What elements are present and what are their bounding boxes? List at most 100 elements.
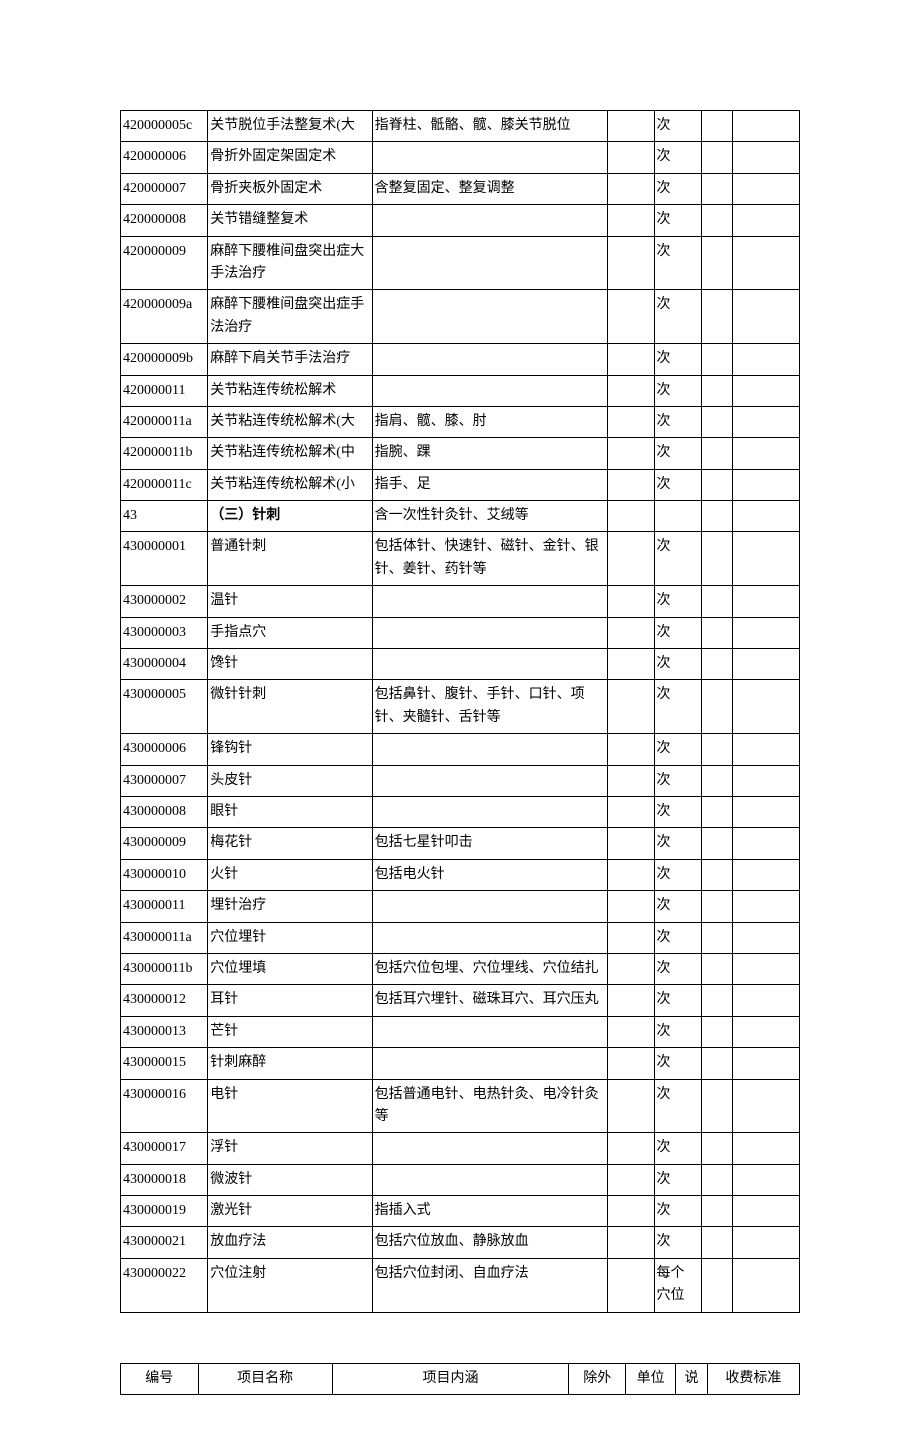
- cell-fee: [732, 111, 799, 142]
- table-row: 420000011c关节粘连传统松解术(小指手、足次: [121, 469, 800, 500]
- cell-note: [701, 859, 732, 890]
- cell-unit: 每个穴位: [654, 1258, 701, 1312]
- cell-name: 麻醉下腰椎间盘突出症大手法治疗: [208, 236, 372, 290]
- cell-content: [372, 734, 607, 765]
- table-row: 430000002温针次: [121, 586, 800, 617]
- cell-name: 耳针: [208, 985, 372, 1016]
- cell-code: 430000008: [121, 796, 208, 827]
- cell-code: 430000007: [121, 765, 208, 796]
- cell-code: 430000010: [121, 859, 208, 890]
- cell-extra: [607, 891, 654, 922]
- cell-note: [701, 1196, 732, 1227]
- cell-content: 指插入式: [372, 1196, 607, 1227]
- footer-col-name: 项目名称: [198, 1363, 332, 1394]
- cell-unit: 次: [654, 796, 701, 827]
- cell-unit: 次: [654, 649, 701, 680]
- cell-code: 420000009b: [121, 344, 208, 375]
- footer-col-fee: 收费标准: [707, 1363, 799, 1394]
- cell-note: [701, 1016, 732, 1047]
- cell-content: [372, 142, 607, 173]
- cell-extra: [607, 796, 654, 827]
- cell-content: 含一次性针灸针、艾绒等: [372, 501, 607, 532]
- table-row: 430000004馋针次: [121, 649, 800, 680]
- cell-note: [701, 173, 732, 204]
- table-row: 420000006骨折外固定架固定术次: [121, 142, 800, 173]
- cell-name: 馋针: [208, 649, 372, 680]
- cell-code: 430000005: [121, 680, 208, 734]
- cell-extra: [607, 290, 654, 344]
- cell-unit: 次: [654, 1133, 701, 1164]
- cell-code: 43: [121, 501, 208, 532]
- cell-unit: 次: [654, 1016, 701, 1047]
- cell-note: [701, 111, 732, 142]
- cell-content: [372, 796, 607, 827]
- cell-unit: 次: [654, 922, 701, 953]
- table-row: 420000009b麻醉下肩关节手法治疗次: [121, 344, 800, 375]
- cell-code: 430000022: [121, 1258, 208, 1312]
- cell-note: [701, 586, 732, 617]
- cell-unit: 次: [654, 375, 701, 406]
- cell-code: 420000011: [121, 375, 208, 406]
- cell-code: 430000011b: [121, 953, 208, 984]
- cell-unit: 次: [654, 290, 701, 344]
- cell-name: 普通针刺: [208, 532, 372, 586]
- cell-name: 火针: [208, 859, 372, 890]
- cell-unit: 次: [654, 406, 701, 437]
- cell-name: 骨折夹板外固定术: [208, 173, 372, 204]
- table-row: 430000016电针包括普通电针、电热针灸、电冷针灸等次: [121, 1079, 800, 1133]
- cell-content: [372, 375, 607, 406]
- cell-unit: 次: [654, 173, 701, 204]
- cell-extra: [607, 532, 654, 586]
- cell-extra: [607, 375, 654, 406]
- cell-unit: 次: [654, 765, 701, 796]
- cell-name: 关节脱位手法整复术(大: [208, 111, 372, 142]
- cell-code: 430000011a: [121, 922, 208, 953]
- cell-note: [701, 734, 732, 765]
- cell-unit: 次: [654, 205, 701, 236]
- cell-note: [701, 765, 732, 796]
- cell-content: [372, 290, 607, 344]
- cell-extra: [607, 922, 654, 953]
- cell-name: 手指点穴: [208, 617, 372, 648]
- cell-content: 包括体针、快速针、磁针、金针、银针、姜针、药针等: [372, 532, 607, 586]
- cell-fee: [732, 985, 799, 1016]
- cell-fee: [732, 1164, 799, 1195]
- cell-extra: [607, 1133, 654, 1164]
- cell-code: 430000019: [121, 1196, 208, 1227]
- cell-unit: 次: [654, 1048, 701, 1079]
- cell-fee: [732, 344, 799, 375]
- cell-code: 430000001: [121, 532, 208, 586]
- cell-note: [701, 680, 732, 734]
- cell-code: 420000011c: [121, 469, 208, 500]
- cell-fee: [732, 680, 799, 734]
- table-row: 420000009麻醉下腰椎间盘突出症大手法治疗次: [121, 236, 800, 290]
- cell-content: 包括穴位包埋、穴位埋线、穴位结扎: [372, 953, 607, 984]
- cell-fee: [732, 953, 799, 984]
- cell-note: [701, 1227, 732, 1258]
- cell-note: [701, 1048, 732, 1079]
- cell-fee: [732, 891, 799, 922]
- cell-extra: [607, 1048, 654, 1079]
- cell-note: [701, 406, 732, 437]
- table-row: 430000018微波针次: [121, 1164, 800, 1195]
- footer-header-table: 编号 项目名称 项目内涵 除外 单位 说 收费标准: [120, 1363, 800, 1395]
- cell-content: 含整复固定、整复调整: [372, 173, 607, 204]
- table-row: 430000017浮针次: [121, 1133, 800, 1164]
- cell-extra: [607, 734, 654, 765]
- cell-fee: [732, 532, 799, 586]
- cell-note: [701, 344, 732, 375]
- cell-extra: [607, 649, 654, 680]
- cell-name: 骨折外固定架固定术: [208, 142, 372, 173]
- cell-content: [372, 617, 607, 648]
- cell-extra: [607, 469, 654, 500]
- table-row: 420000009a麻醉下腰椎间盘突出症手法治疗次: [121, 290, 800, 344]
- cell-fee: [732, 586, 799, 617]
- cell-fee: [732, 501, 799, 532]
- table-row: 430000015针刺麻醉次: [121, 1048, 800, 1079]
- cell-note: [701, 469, 732, 500]
- cell-note: [701, 532, 732, 586]
- cell-fee: [732, 1079, 799, 1133]
- cell-content: 包括鼻针、腹针、手针、口针、项针、夹髓针、舌针等: [372, 680, 607, 734]
- footer-col-content: 项目内涵: [332, 1363, 569, 1394]
- cell-content: 指肩、髋、膝、肘: [372, 406, 607, 437]
